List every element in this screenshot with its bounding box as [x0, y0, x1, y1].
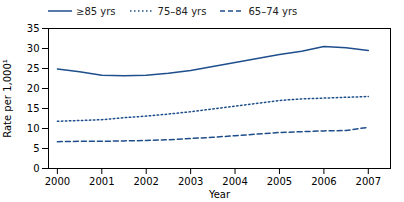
svg-text:2004: 2004 — [222, 176, 247, 187]
svg-text:0: 0 — [33, 163, 39, 174]
svg-text:Rate per 1,000¹: Rate per 1,000¹ — [2, 59, 13, 138]
svg-text:15: 15 — [27, 103, 40, 114]
svg-text:2002: 2002 — [133, 176, 158, 187]
html-text:≥85 yrs: ≥85 yrs — [76, 5, 116, 17]
svg-text:2005: 2005 — [267, 176, 292, 187]
svg-text:20: 20 — [27, 83, 40, 94]
svg-text:Year: Year — [208, 189, 231, 200]
svg-text:5: 5 — [33, 143, 39, 154]
svg-text:2007: 2007 — [356, 176, 381, 187]
svg-text:2003: 2003 — [178, 176, 203, 187]
svg-text:30: 30 — [27, 43, 40, 54]
svg-text:2001: 2001 — [89, 176, 114, 187]
html-text:65–74 yrs: 65–74 yrs — [248, 5, 298, 17]
svg-text:35: 35 — [27, 23, 40, 34]
svg-text:2006: 2006 — [311, 176, 336, 187]
html-text:75–84 yrs: 75–84 yrs — [157, 5, 207, 17]
svg-text:25: 25 — [27, 63, 40, 74]
svg-text:2000: 2000 — [45, 176, 70, 187]
svg-text:10: 10 — [27, 123, 40, 134]
